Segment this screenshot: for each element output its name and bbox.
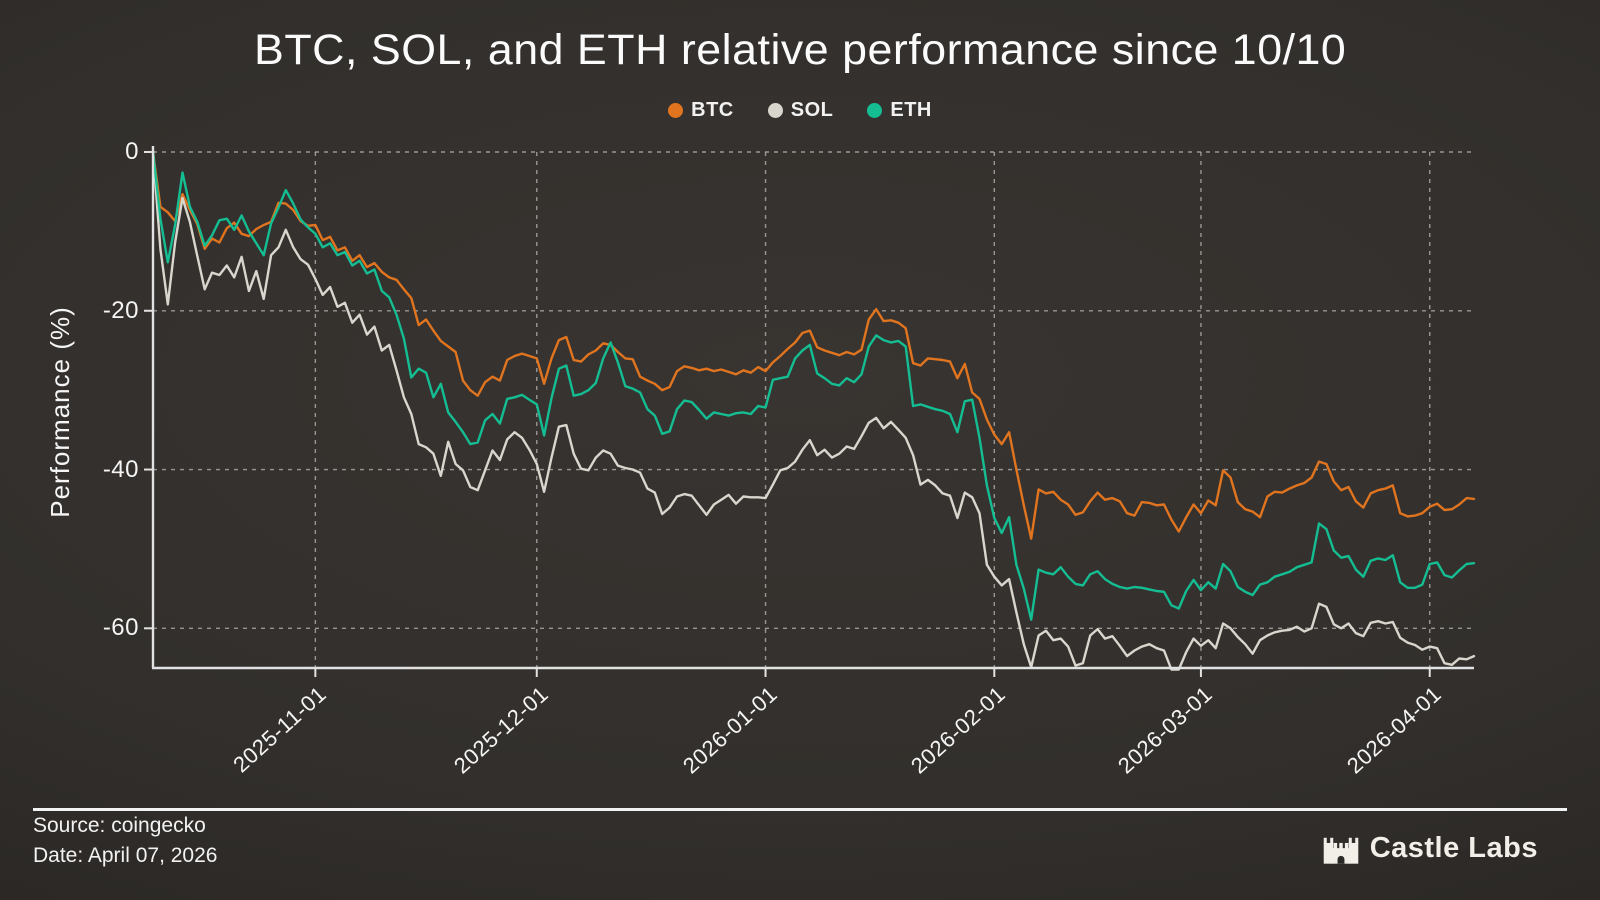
series-line-btc [151, 150, 1476, 540]
chart-legend: BTC SOL ETH [0, 99, 1600, 122]
y-tick-label: 0 [125, 138, 139, 165]
footer-divider [33, 808, 1567, 811]
legend-dot-icon [668, 103, 684, 118]
legend-item-eth: ETH [867, 99, 932, 122]
date-text: Date: April 07, 2026 [33, 844, 218, 867]
legend-label: SOL [790, 99, 834, 121]
legend-label: BTC [691, 99, 734, 121]
y-tick-label: -60 [102, 614, 139, 642]
chart-title: BTC, SOL, and ETH relative performance s… [0, 26, 1600, 75]
legend-label: ETH [890, 99, 932, 121]
legend-dot-icon [767, 103, 783, 118]
legend-dot-icon [867, 103, 883, 118]
y-tick-label: -40 [102, 455, 139, 483]
y-axis-label: Performance (%) [45, 306, 75, 518]
brand-logo: Castle Labs [1322, 832, 1538, 865]
castle-gate [1337, 855, 1345, 864]
legend-item-sol: SOL [767, 99, 834, 122]
castle-icon [1323, 837, 1358, 864]
series-line-eth [151, 150, 1476, 621]
brand-name: Castle Labs [1369, 832, 1538, 864]
source-text: Source: coingecko [33, 814, 206, 837]
chart-title-text: BTC, SOL, and ETH relative performance s… [253, 26, 1347, 74]
series-line-sol [151, 150, 1476, 671]
legend-item-btc: BTC [668, 99, 734, 122]
y-tick-label: -20 [102, 296, 139, 324]
